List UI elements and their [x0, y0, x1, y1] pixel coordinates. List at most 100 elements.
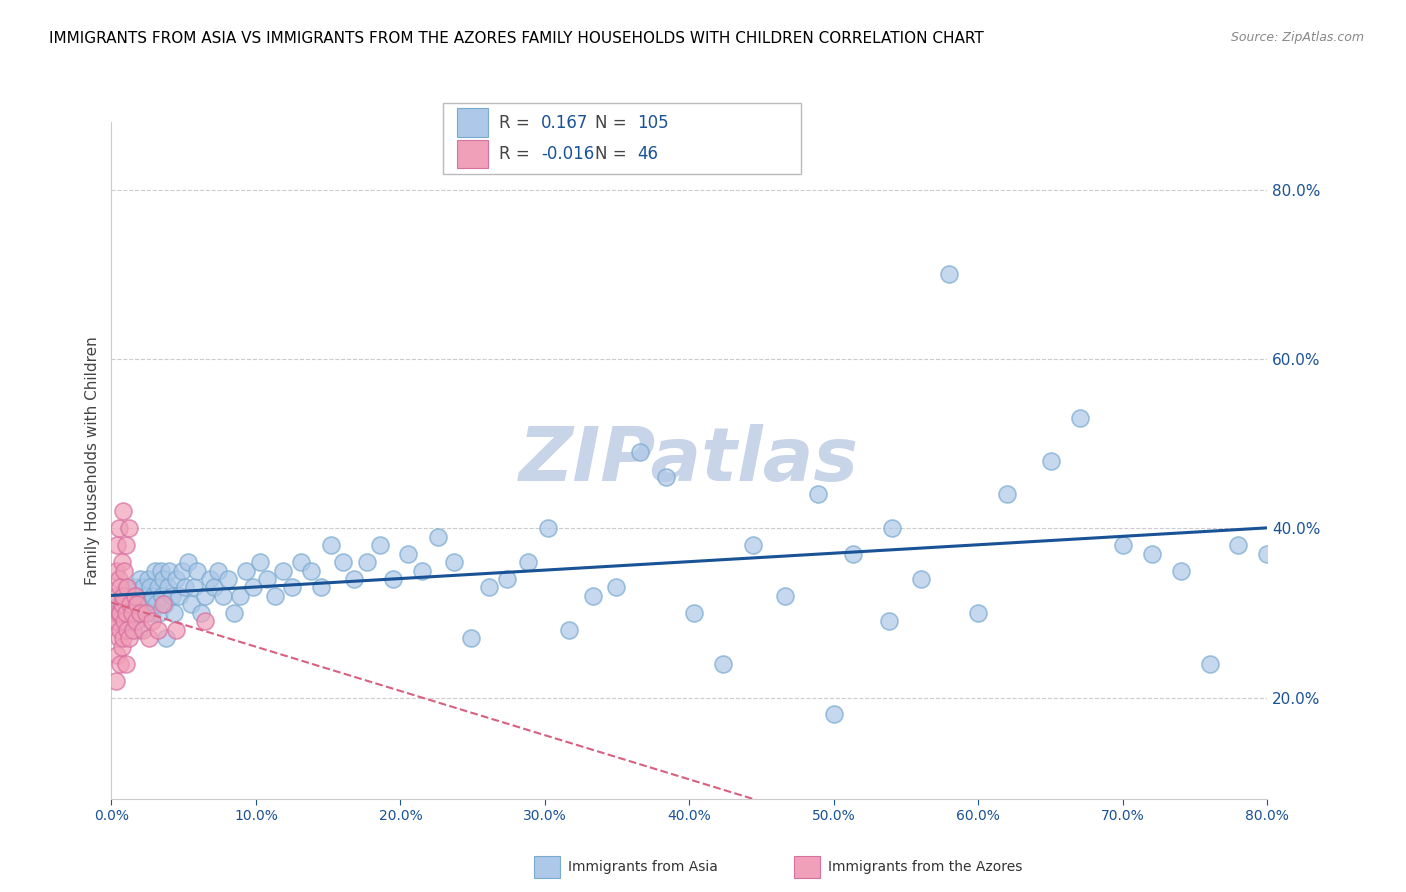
Point [194, 589, 217, 603]
Point [1140, 547, 1163, 561]
Point [273, 564, 295, 578]
Point [877, 615, 900, 629]
Point [115, 581, 138, 595]
Point [127, 598, 149, 612]
Point [516, 555, 538, 569]
Text: 46: 46 [637, 145, 658, 163]
Point [180, 598, 202, 612]
Point [115, 538, 138, 552]
Point [1170, 564, 1192, 578]
Point [125, 606, 148, 620]
Point [229, 589, 252, 603]
Point [211, 589, 233, 603]
Point [319, 538, 342, 552]
Point [224, 606, 246, 620]
Point [496, 572, 519, 586]
Point [1069, 411, 1091, 425]
Point [118, 606, 141, 620]
Point [146, 623, 169, 637]
Point [186, 564, 208, 578]
Text: R =: R = [499, 145, 536, 163]
Point [110, 640, 132, 654]
Point [309, 581, 332, 595]
Point [165, 572, 187, 586]
Point [938, 268, 960, 282]
Point [107, 521, 129, 535]
Point [162, 606, 184, 620]
Point [152, 572, 174, 586]
Point [135, 606, 157, 620]
Point [122, 623, 145, 637]
Point [281, 581, 304, 595]
Point [105, 538, 128, 552]
Point [537, 521, 560, 535]
Point [150, 589, 173, 603]
Point [141, 606, 163, 620]
Point [104, 673, 127, 688]
Point [558, 623, 581, 637]
Point [107, 606, 129, 620]
Point [711, 657, 734, 671]
Point [202, 581, 225, 595]
Point [141, 615, 163, 629]
Y-axis label: Family Households with Children: Family Households with Children [86, 336, 100, 585]
Point [382, 572, 405, 586]
Point [235, 564, 257, 578]
Point [105, 648, 128, 663]
Point [995, 487, 1018, 501]
Text: Immigrants from Asia: Immigrants from Asia [568, 860, 718, 874]
Point [967, 606, 990, 620]
Point [581, 589, 603, 603]
Text: 105: 105 [637, 113, 668, 131]
Point [263, 589, 285, 603]
Point [332, 555, 354, 569]
Text: N =: N = [595, 113, 631, 131]
Point [183, 581, 205, 595]
Point [443, 555, 465, 569]
Point [112, 615, 135, 629]
Point [118, 632, 141, 646]
Point [110, 589, 132, 603]
Point [105, 615, 128, 629]
Point [112, 615, 135, 629]
Text: 0.167: 0.167 [541, 113, 589, 131]
Point [121, 606, 143, 620]
Point [157, 564, 180, 578]
Point [152, 598, 174, 612]
Point [139, 581, 162, 595]
Point [108, 623, 131, 637]
Point [138, 632, 160, 646]
Point [682, 606, 704, 620]
Point [124, 589, 146, 603]
Point [169, 589, 191, 603]
Point [111, 504, 134, 518]
Point [177, 555, 200, 569]
Point [396, 547, 419, 561]
Point [103, 615, 125, 629]
Point [628, 445, 651, 459]
Point [115, 606, 138, 620]
Text: Immigrants from the Azores: Immigrants from the Azores [828, 860, 1022, 874]
Text: -0.016: -0.016 [541, 145, 595, 163]
Point [115, 657, 138, 671]
Point [138, 598, 160, 612]
Text: Source: ZipAtlas.com: Source: ZipAtlas.com [1230, 31, 1364, 45]
Point [841, 547, 863, 561]
Text: N =: N = [595, 145, 631, 163]
Point [605, 581, 627, 595]
Point [142, 589, 165, 603]
Point [1198, 657, 1220, 671]
Point [156, 581, 179, 595]
Point [299, 564, 322, 578]
Point [108, 581, 131, 595]
Point [149, 564, 172, 578]
Point [104, 564, 127, 578]
Point [172, 564, 194, 578]
Point [111, 632, 134, 646]
Point [773, 589, 796, 603]
Point [207, 564, 229, 578]
Text: R =: R = [499, 113, 536, 131]
Point [242, 581, 264, 595]
Point [411, 564, 433, 578]
Point [148, 606, 170, 620]
